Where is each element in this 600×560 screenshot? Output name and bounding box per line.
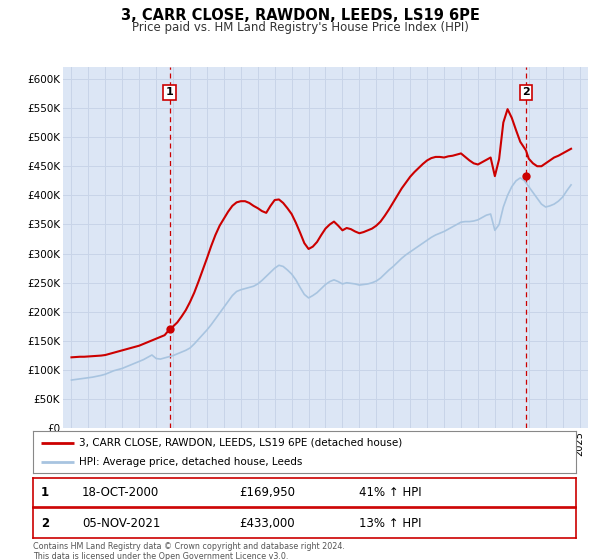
Text: 3, CARR CLOSE, RAWDON, LEEDS, LS19 6PE: 3, CARR CLOSE, RAWDON, LEEDS, LS19 6PE	[121, 8, 479, 24]
Text: £433,000: £433,000	[239, 516, 295, 530]
Text: £169,950: £169,950	[239, 486, 295, 499]
Text: 13% ↑ HPI: 13% ↑ HPI	[359, 516, 421, 530]
Text: 18-OCT-2000: 18-OCT-2000	[82, 486, 159, 499]
Text: Price paid vs. HM Land Registry's House Price Index (HPI): Price paid vs. HM Land Registry's House …	[131, 21, 469, 34]
Text: 2: 2	[522, 87, 530, 97]
Text: 1: 1	[41, 486, 49, 499]
Text: 3, CARR CLOSE, RAWDON, LEEDS, LS19 6PE (detached house): 3, CARR CLOSE, RAWDON, LEEDS, LS19 6PE (…	[79, 437, 403, 447]
Text: 2: 2	[41, 516, 49, 530]
Text: Contains HM Land Registry data © Crown copyright and database right 2024.
This d: Contains HM Land Registry data © Crown c…	[33, 542, 345, 560]
Text: 41% ↑ HPI: 41% ↑ HPI	[359, 486, 421, 499]
Text: HPI: Average price, detached house, Leeds: HPI: Average price, detached house, Leed…	[79, 457, 302, 467]
Text: 1: 1	[166, 87, 173, 97]
Text: 05-NOV-2021: 05-NOV-2021	[82, 516, 160, 530]
